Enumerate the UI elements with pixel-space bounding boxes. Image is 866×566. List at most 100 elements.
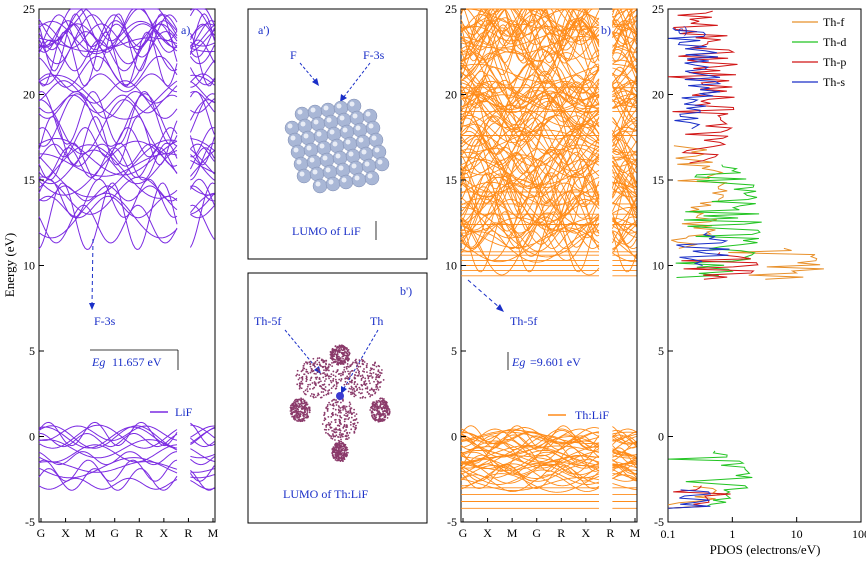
legend-label: Th-d — [823, 35, 846, 49]
orbital-dot — [387, 417, 389, 419]
orbital-dot — [347, 452, 349, 454]
lif-legend-text: LiF — [175, 405, 193, 419]
orbital-dot — [371, 377, 373, 379]
orbital-dot — [331, 387, 333, 389]
orbital-dot — [346, 376, 348, 378]
orbital-dot — [301, 398, 303, 400]
orbital-dot — [329, 435, 331, 437]
orbital-highlight — [298, 110, 303, 115]
orbital-highlight — [378, 160, 383, 165]
orbital-dot — [336, 358, 338, 360]
orbital-dot — [302, 369, 304, 371]
orbital-dot — [340, 347, 342, 349]
orbital-dot — [371, 412, 373, 414]
orbital-dot — [318, 394, 320, 396]
orbital-dot — [322, 367, 324, 369]
orbital-dot — [335, 449, 337, 451]
orbital-dot — [344, 420, 346, 422]
panel-b-prime: b') Th-5f Th LUMO of Th:LiF — [248, 273, 427, 523]
orbital-dot — [301, 418, 303, 420]
orbital-dot — [340, 402, 342, 404]
orbital-highlight — [375, 148, 380, 153]
orbital-dot — [372, 364, 374, 366]
orbital-dot — [340, 439, 342, 441]
orbital-highlight — [314, 120, 319, 125]
orbital-dot — [309, 384, 311, 386]
orbital-dot — [380, 381, 382, 383]
orbital-dot — [323, 394, 325, 396]
orbital-dot — [373, 414, 375, 416]
orbital-highlight — [343, 128, 348, 133]
orbital-lobe — [349, 161, 363, 175]
orbital-dot — [355, 419, 357, 421]
orbital-dot — [377, 370, 379, 372]
orbital-lobe — [313, 179, 327, 193]
orbital-dot — [336, 357, 338, 359]
orbital-dot — [379, 386, 381, 388]
orbital-dot — [348, 373, 350, 375]
orbital-dot — [357, 383, 359, 385]
orbital-dot — [327, 367, 329, 369]
eg-th-value: =9.601 eV — [530, 355, 581, 369]
orbital-dot — [311, 377, 313, 379]
orbital-dot — [344, 371, 346, 373]
orbital-dot — [359, 366, 361, 368]
orbital-dot — [332, 408, 334, 410]
orbital-dot — [373, 372, 375, 374]
orbital-dot — [369, 396, 371, 398]
orbital-dot — [337, 363, 339, 365]
orbital-dot — [343, 454, 345, 456]
k-point-label: G — [110, 526, 119, 540]
orbital-dot — [327, 433, 329, 435]
orbital-dot — [298, 403, 300, 405]
orbital-dot — [385, 407, 387, 409]
orbital-dot — [313, 364, 315, 366]
th-atom — [336, 392, 344, 400]
orbital-highlight — [327, 118, 332, 123]
orbital-dot — [330, 437, 332, 439]
legend-label: Th-f — [823, 15, 844, 29]
orbital-dot — [306, 413, 308, 415]
orbital-dot — [315, 378, 317, 380]
orbital-dot — [354, 415, 356, 417]
orbital-dot — [358, 387, 360, 389]
orbital-dot — [376, 404, 378, 406]
orbital-highlight — [311, 108, 316, 113]
orbital-dot — [328, 422, 330, 424]
orbital-dot — [309, 388, 311, 390]
orbital-dot — [345, 409, 347, 411]
orbital-dot — [377, 406, 379, 408]
orbital-dot — [323, 369, 325, 371]
orbital-dot — [299, 418, 301, 420]
orbital-dot — [313, 387, 315, 389]
orbital-dot — [351, 363, 353, 365]
orbital-dot — [337, 457, 339, 459]
orbital-dot — [327, 404, 329, 406]
orbital-dot — [353, 412, 355, 414]
orbital-dot — [371, 373, 373, 375]
orbital-lobe — [320, 153, 334, 167]
orbital-dot — [317, 357, 319, 359]
orbital-dot — [352, 370, 354, 372]
orbital-dot — [325, 375, 327, 377]
orbital-dot — [345, 429, 347, 431]
orbital-dot — [383, 379, 385, 381]
lumo-thlif-caption: LUMO of Th:LiF — [283, 487, 368, 501]
orbital-lobe — [334, 101, 348, 115]
orbital-dot — [341, 352, 343, 354]
orbital-dot — [347, 449, 349, 451]
orbital-dot — [344, 407, 346, 409]
orbital-dot — [304, 410, 306, 412]
orbital-dot — [344, 450, 346, 452]
orbital-highlight — [329, 180, 334, 185]
k-point-label: R — [184, 526, 192, 540]
orbital-dot — [312, 371, 314, 373]
orbital-dot — [332, 371, 334, 373]
orbital-dot — [303, 415, 305, 417]
orbital-dot — [292, 411, 294, 413]
orbital-dot — [349, 402, 351, 404]
orbital-dot — [348, 437, 350, 439]
orbital-dot — [331, 362, 333, 364]
orbital-lobe — [304, 143, 318, 157]
